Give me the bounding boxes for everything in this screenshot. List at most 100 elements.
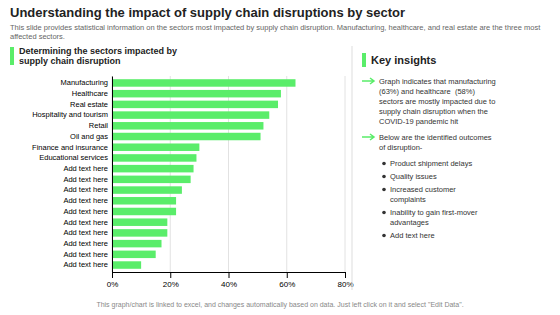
insight: Below are the identified outcomesof disr… (379, 133, 492, 152)
insight-line: Graph indicates that manufacturing (379, 77, 496, 86)
insights-title-line: Key insights (371, 54, 436, 66)
y-tick-label: Add text here (63, 175, 108, 184)
bullet-text: Quality issues (390, 172, 437, 181)
bullet-text-line: Quality issues (390, 172, 437, 181)
bullet-marker (382, 211, 386, 215)
x-tick-label: 20% (163, 280, 179, 289)
y-tick: Add text here (63, 175, 112, 184)
x-tick-mark (345, 272, 346, 278)
y-tick-label: Oil and gas (70, 132, 108, 141)
x-tick-mark (112, 272, 113, 278)
bullet-text-line: Inability to gain first-mover (390, 208, 478, 217)
x-tick: 80% (337, 272, 353, 289)
x-tick-mark (229, 272, 230, 278)
y-tick: Educational services (39, 153, 112, 162)
x-tick: 40% (221, 272, 237, 289)
y-tick-label: Add text here (63, 207, 108, 216)
bullet-text: Increased customercomplaints (390, 185, 456, 204)
title: Understanding the impact of supply chain… (10, 5, 405, 20)
insight-line: sectors are mostly impacted due to (379, 97, 495, 106)
insight: Graph indicates that manufacturing(63%) … (379, 77, 496, 126)
y-tick-label: Add text here (63, 185, 108, 194)
insights-marker (362, 53, 366, 67)
footer: This graph/chart is linked to excel, and… (96, 301, 463, 309)
y-tick-label: Add text here (63, 196, 108, 205)
y-tick-label: Add text here (63, 218, 108, 227)
y-tick-label: Add text here (63, 228, 108, 237)
insight-line: supply chain disruption when the (379, 107, 488, 116)
bullet-marker (382, 188, 386, 192)
x-axis-line (113, 273, 346, 279)
y-tick: Hospitality and tourism (32, 110, 112, 119)
bar (112, 154, 196, 161)
y-tick: Real estate (70, 100, 112, 109)
x-tick: 60% (279, 272, 295, 289)
bar (112, 143, 199, 150)
y-tick: Add text here (63, 207, 112, 216)
x-tick-label: 0% (107, 280, 119, 289)
bar (112, 111, 269, 118)
y-tick-label: Manufacturing (60, 78, 108, 87)
subtitle: This slide provides statistical informat… (10, 23, 541, 41)
y-tick: Oil and gas (70, 132, 112, 141)
bullet-text: Product shipment delays (390, 159, 472, 168)
chart-title-line: Determining the sectors impacted by (19, 46, 177, 56)
y-tick-label: Hospitality and tourism (32, 110, 108, 119)
bullet-marker (382, 162, 386, 166)
bar (112, 229, 167, 236)
insight-line: Below are the identified outcomes (379, 133, 492, 142)
bar (112, 176, 191, 183)
chart-title-line: supply chain disruption (19, 56, 121, 66)
bullet-text-line: Add text here (390, 231, 435, 240)
x-tick: 20% (163, 272, 179, 289)
y-tick-label: Finance and insurance (32, 143, 108, 152)
y-tick: Add text here (63, 164, 112, 173)
grid-line (345, 76, 346, 272)
bar (112, 165, 194, 172)
panel-divider (352, 46, 353, 290)
y-tick: Manufacturing (60, 78, 112, 87)
y-tick-label: Retail (89, 121, 109, 130)
y-tick-label: Add text here (63, 250, 108, 259)
bar (112, 101, 278, 108)
y-tick: Add text here (63, 260, 112, 269)
chart-title-marker (10, 47, 14, 65)
bar (112, 79, 295, 86)
arrow (362, 134, 374, 140)
grid (112, 76, 345, 272)
insight-line: of disruption- (379, 143, 423, 152)
x-tick: 0% (107, 272, 119, 289)
bullet-text: Add text here (390, 231, 435, 240)
bullet-text-line: advantages (390, 218, 429, 227)
x-tick-mark (287, 272, 288, 278)
x-tick-label: 60% (279, 280, 295, 289)
y-axis-line (112, 77, 113, 273)
insights-title: Key insights (371, 54, 436, 66)
y-tick: Retail (89, 121, 112, 130)
bullet-marker (382, 175, 386, 179)
bar (112, 186, 182, 193)
x-tick-label: 40% (221, 280, 237, 289)
chart: Understanding the impact of supply chain… (0, 0, 560, 315)
subtitle-line: This slide provides statistical informat… (10, 23, 541, 32)
bar (112, 218, 167, 225)
x-tick-mark (170, 272, 171, 278)
bullet-text: Inability to gain first-moveradvantages (390, 208, 478, 227)
bar (112, 133, 261, 140)
x-axis: 0% 20% 40% 60% 80% (107, 272, 354, 289)
grid-line (286, 76, 287, 272)
y-tick-label: Add text here (63, 164, 108, 173)
bar (112, 122, 263, 129)
y-tick: Add text here (63, 196, 112, 205)
bullet-text-line: complaints (390, 195, 426, 204)
grid-line (112, 76, 113, 272)
bar (112, 208, 176, 215)
y-tick-label: Educational services (39, 153, 108, 162)
arrow (362, 78, 374, 84)
bullet-text-line: Increased customer (390, 185, 456, 194)
subtitle-line: affected sectors. (10, 32, 65, 41)
y-tick-label: Real estate (70, 100, 108, 109)
y-axis: ManufacturingHealthcareReal estateHospit… (32, 77, 112, 273)
y-tick-label: Add text here (63, 239, 108, 248)
x-tick-label: 80% (337, 280, 353, 289)
